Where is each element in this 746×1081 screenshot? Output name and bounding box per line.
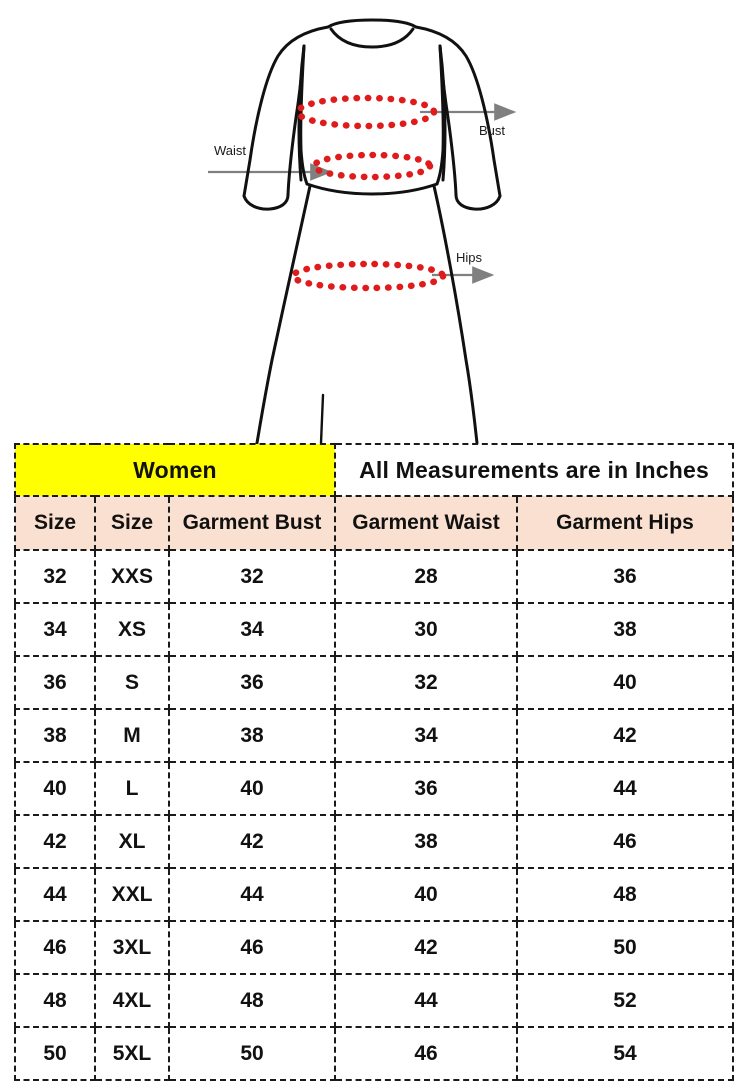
waist-measure-ellipse xyxy=(310,151,434,181)
cell-garment-bust: 38 xyxy=(168,708,336,763)
cell-size-alpha: 3XL xyxy=(94,920,170,975)
cell-size-numeric: 38 xyxy=(14,708,96,763)
table-row: 38 M 38 34 42 xyxy=(14,708,735,763)
cell-size-alpha: S xyxy=(94,655,170,710)
cell-garment-hips: 50 xyxy=(515,920,735,975)
table-row: 42 XL 42 38 46 xyxy=(14,814,735,869)
cell-garment-waist: 44 xyxy=(334,973,518,1028)
cell-size-numeric: 46 xyxy=(14,920,96,975)
cell-garment-waist: 34 xyxy=(334,708,518,763)
cell-size-numeric: 48 xyxy=(14,973,96,1028)
table-row: 48 4XL 48 44 52 xyxy=(14,973,735,1028)
dress-outline xyxy=(242,18,502,445)
cell-garment-waist: 30 xyxy=(334,602,518,657)
cell-size-numeric: 50 xyxy=(14,1026,96,1081)
cell-garment-hips: 54 xyxy=(515,1026,735,1081)
cell-garment-bust: 48 xyxy=(168,973,336,1028)
cell-size-alpha: L xyxy=(94,761,170,816)
size-chart-container: Women All Measurements are in Inches Siz… xyxy=(14,443,735,1081)
cell-garment-waist: 32 xyxy=(334,655,518,710)
cell-garment-hips: 42 xyxy=(515,708,735,763)
cell-garment-bust: 34 xyxy=(168,602,336,657)
cell-garment-waist: 40 xyxy=(334,867,518,922)
cell-garment-waist: 36 xyxy=(334,761,518,816)
cell-garment-bust: 40 xyxy=(168,761,336,816)
bust-measure-ellipse xyxy=(294,94,438,130)
column-header-size-numeric: Size xyxy=(14,495,96,551)
cell-garment-bust: 42 xyxy=(168,814,336,869)
cell-garment-bust: 46 xyxy=(168,920,336,975)
hips-label: Hips xyxy=(456,250,483,265)
table-title-units: All Measurements are in Inches xyxy=(333,443,735,497)
cell-size-numeric: 42 xyxy=(14,814,96,869)
table-row: 36 S 36 32 40 xyxy=(14,655,735,710)
cell-garment-hips: 44 xyxy=(515,761,735,816)
cell-garment-hips: 36 xyxy=(515,549,735,604)
cell-garment-bust: 50 xyxy=(168,1026,336,1081)
cell-size-alpha: XS xyxy=(94,602,170,657)
cell-size-numeric: 40 xyxy=(14,761,96,816)
cell-size-alpha: M xyxy=(94,708,170,763)
cell-size-numeric: 36 xyxy=(14,655,96,710)
column-header-garment-hips: Garment Hips xyxy=(515,495,735,551)
cell-garment-hips: 52 xyxy=(515,973,735,1028)
table-row: 34 XS 34 30 38 xyxy=(14,602,735,657)
hips-measure-ellipse xyxy=(289,260,447,292)
cell-size-alpha: 4XL xyxy=(94,973,170,1028)
cell-size-alpha: XXL xyxy=(94,867,170,922)
cell-garment-waist: 42 xyxy=(334,920,518,975)
cell-size-alpha: XXS xyxy=(94,549,170,604)
column-header-garment-bust: Garment Bust xyxy=(168,495,336,551)
table-title-row: Women All Measurements are in Inches xyxy=(14,443,735,497)
table-row: 32 XXS 32 28 36 xyxy=(14,549,735,604)
cell-garment-waist: 28 xyxy=(334,549,518,604)
cell-garment-waist: 46 xyxy=(334,1026,518,1081)
waist-label: Waist xyxy=(214,143,246,158)
cell-garment-waist: 38 xyxy=(334,814,518,869)
cell-garment-bust: 44 xyxy=(168,867,336,922)
column-header-garment-waist: Garment Waist xyxy=(334,495,518,551)
bust-label: Bust xyxy=(479,123,505,138)
cell-size-numeric: 32 xyxy=(14,549,96,604)
cell-garment-hips: 48 xyxy=(515,867,735,922)
table-title-group: Women xyxy=(14,443,336,497)
cell-garment-bust: 36 xyxy=(168,655,336,710)
table-row: 46 3XL 46 42 50 xyxy=(14,920,735,975)
cell-size-alpha: 5XL xyxy=(94,1026,170,1081)
measurement-illustration: Bust Waist Hips xyxy=(0,0,746,445)
cell-garment-hips: 38 xyxy=(515,602,735,657)
column-header-size-alpha: Size xyxy=(94,495,170,551)
cell-garment-hips: 40 xyxy=(515,655,735,710)
cell-garment-bust: 32 xyxy=(168,549,336,604)
table-column-header-row: Size Size Garment Bust Garment Waist Gar… xyxy=(14,495,735,551)
cell-garment-hips: 46 xyxy=(515,814,735,869)
cell-size-numeric: 44 xyxy=(14,867,96,922)
table-row: 44 XXL 44 40 48 xyxy=(14,867,735,922)
cell-size-alpha: XL xyxy=(94,814,170,869)
table-row: 50 5XL 50 46 54 xyxy=(14,1026,735,1081)
cell-size-numeric: 34 xyxy=(14,602,96,657)
size-chart-table: Women All Measurements are in Inches Siz… xyxy=(14,443,735,1081)
table-row: 40 L 40 36 44 xyxy=(14,761,735,816)
